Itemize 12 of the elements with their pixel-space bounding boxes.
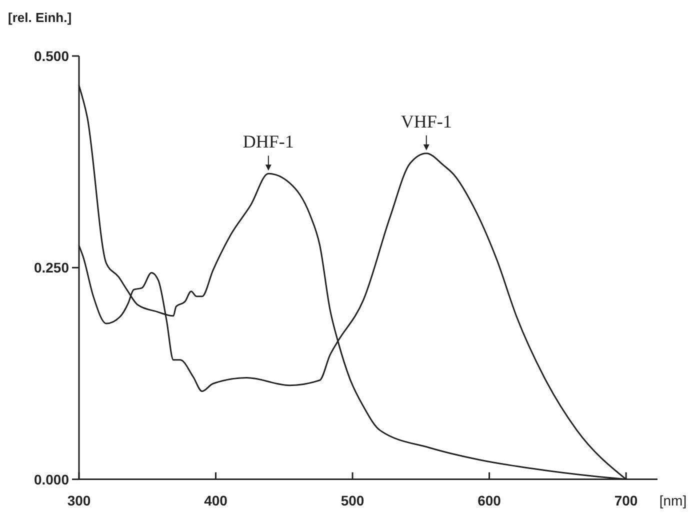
x-tick-label: 300 — [67, 492, 91, 508]
y-axis-title: [rel. Einh.] — [8, 10, 72, 25]
x-tick-label: 700 — [614, 492, 638, 508]
y-tick-label: 0.250 — [34, 260, 70, 276]
annotation: VHF-1 — [400, 111, 452, 132]
x-tick-label: 500 — [340, 492, 364, 508]
y-tick-label: 0.000 — [34, 471, 70, 488]
annotation: DHF-1 — [242, 132, 294, 152]
x-tick-label: 600 — [478, 492, 502, 508]
x-axis-title: [nm] — [659, 492, 687, 508]
x-tick-label: 400 — [204, 492, 228, 508]
y-tick-label: 0.500 — [34, 48, 70, 64]
